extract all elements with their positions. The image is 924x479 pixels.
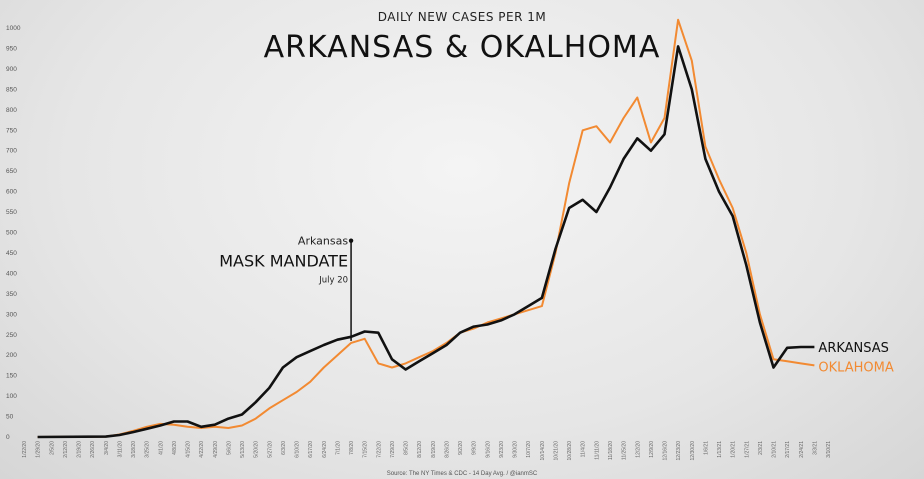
y-tick-label: 600 (6, 189, 17, 196)
y-tick-label: 500 (6, 230, 17, 237)
x-tick-label: 6/24/20 (322, 441, 328, 458)
x-tick-label: 3/11/20 (117, 441, 123, 458)
x-tick-label: 9/9/20 (472, 441, 478, 455)
x-tick-label: 5/27/20 (267, 441, 273, 458)
x-tick-label: 1/13/21 (717, 441, 723, 458)
y-tick-label: 950 (6, 45, 17, 52)
chart-title: ARKANSAS & OKALHOMA (264, 30, 661, 65)
x-tick-label: 1/27/21 (744, 441, 750, 458)
x-tick-label: 3/18/20 (131, 441, 137, 458)
x-tick-label: 6/17/20 (308, 441, 314, 458)
series-line-arkansas (37, 45, 815, 439)
x-tick-label: 11/25/20 (622, 441, 628, 460)
y-tick-label: 550 (6, 209, 17, 216)
series-label-arkansas: ARKANSAS (818, 341, 888, 356)
y-tick-label: 150 (6, 373, 17, 380)
x-tick-label: 2/24/21 (799, 441, 805, 458)
x-tick-label: 2/19/20 (77, 441, 83, 458)
x-tick-label: 3/4/20 (104, 441, 110, 455)
x-tick-label: 2/10/21 (772, 441, 778, 458)
x-tick-label: 2/26/20 (90, 441, 96, 458)
x-tick-label: 3/3/21 (812, 441, 818, 455)
mask-mandate-date-label: July 20 (318, 276, 348, 286)
x-tick-label: 2/17/21 (785, 441, 791, 458)
x-tick-label: 9/16/20 (485, 441, 491, 458)
x-tick-label: 12/2/20 (635, 441, 641, 458)
x-tick-label: 9/2/20 (458, 441, 464, 455)
x-tick-label: 12/23/20 (676, 441, 682, 461)
x-tick-label: 7/1/20 (335, 441, 341, 455)
y-tick-label: 700 (6, 148, 17, 155)
x-tick-label: 9/23/20 (499, 441, 505, 458)
x-tick-label: 12/16/20 (663, 441, 669, 461)
y-tick-label: 750 (6, 127, 17, 134)
x-tick-label: 2/3/21 (758, 441, 764, 455)
x-tick-label: 8/26/20 (444, 441, 450, 458)
x-tick-label: 5/6/20 (226, 441, 232, 455)
x-tick-label: 2/5/20 (49, 441, 55, 455)
y-tick-label: 900 (6, 66, 17, 73)
x-tick-label: 12/9/20 (649, 441, 655, 458)
x-tick-label: 3/25/20 (145, 441, 151, 458)
x-tick-label: 6/3/20 (281, 441, 287, 455)
y-axis: 0 50 100 150 200 250 300 350 400 450 500 550 600 650 7… (6, 25, 21, 441)
source-note: Source: The NY Times & CDC - 14 Day Avg.… (387, 471, 538, 477)
y-tick-label: 0 (6, 434, 10, 441)
series-label-oklahoma: OKLAHOMA (818, 360, 893, 375)
x-tick-label: 4/15/20 (186, 441, 192, 458)
x-tick-label: 7/29/20 (390, 441, 396, 458)
y-tick-label: 650 (6, 168, 17, 175)
x-tick-label: 8/19/20 (431, 441, 437, 458)
x-tick-label: 4/1/20 (158, 441, 164, 455)
y-tick-label: 850 (6, 86, 17, 93)
y-tick-label: 50 (6, 414, 14, 421)
x-tick-label: 7/15/20 (363, 441, 369, 458)
x-tick-label: 1/6/21 (703, 441, 709, 455)
x-tick-label: 6/10/20 (295, 441, 301, 458)
mask-mandate-state-label: Arkansas (298, 235, 348, 248)
x-tick-label: 10/7/20 (526, 441, 532, 458)
mask-mandate-annotation: Arkansas MASK MANDATE July 20 (219, 235, 354, 341)
x-tick-label: 5/20/20 (254, 441, 260, 458)
x-tick-label: 11/4/20 (581, 441, 587, 458)
x-tick-label: 1/29/20 (36, 441, 42, 458)
x-tick-label: 5/13/20 (240, 441, 246, 458)
x-tick-label: 2/12/20 (63, 441, 69, 458)
mask-mandate-label: MASK MANDATE (219, 252, 348, 271)
x-tick-label: 1/22/20 (22, 441, 28, 458)
y-tick-label: 450 (6, 250, 17, 257)
y-tick-label: 100 (6, 393, 17, 400)
x-tick-label: 8/12/20 (417, 441, 423, 458)
mask-mandate-marker-dot (348, 238, 354, 243)
x-tick-label: 10/14/20 (540, 441, 546, 461)
x-tick-label: 12/30/20 (690, 441, 696, 461)
y-tick-label: 300 (6, 311, 17, 318)
x-tick-label: 4/29/20 (213, 441, 219, 458)
x-tick-label: 7/22/20 (376, 441, 382, 458)
series-line-oklahoma (37, 18, 815, 438)
x-tick-label: 1/20/21 (731, 441, 737, 458)
x-tick-label: 11/18/20 (608, 441, 614, 460)
x-tick-label: 4/22/20 (199, 441, 205, 458)
x-tick-label: 3/10/21 (826, 441, 832, 458)
x-tick-label: 10/28/20 (567, 441, 573, 461)
y-tick-label: 400 (6, 270, 17, 277)
y-tick-label: 250 (6, 332, 17, 339)
x-tick-label: 8/5/20 (404, 441, 410, 455)
x-tick-label: 4/8/20 (172, 441, 178, 455)
chart-subtitle: DAILY NEW CASES PER 1M (378, 10, 546, 24)
y-tick-label: 200 (6, 352, 17, 359)
y-tick-label: 800 (6, 107, 17, 114)
y-tick-label: 350 (6, 291, 17, 298)
x-tick-label: 10/21/20 (553, 441, 559, 461)
y-tick-label: 1000 (6, 25, 21, 32)
x-tick-label: 11/11/20 (594, 441, 600, 460)
x-tick-label: 7/8/20 (349, 441, 355, 455)
x-axis: 1/22/20 1/29/20 2/5/20 2/12/20 2/19/20 2/26/2… (22, 441, 832, 461)
x-tick-label: 9/30/20 (513, 441, 519, 458)
